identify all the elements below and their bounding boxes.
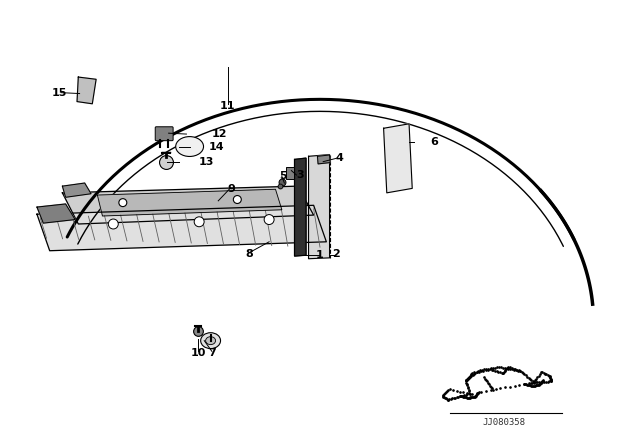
Text: 5: 5 <box>279 172 287 181</box>
Text: 3: 3 <box>296 170 303 180</box>
Circle shape <box>234 195 241 203</box>
Polygon shape <box>77 77 96 104</box>
Text: JJ080358: JJ080358 <box>483 418 526 426</box>
Circle shape <box>194 217 204 227</box>
Text: 2: 2 <box>332 249 340 259</box>
Polygon shape <box>63 186 314 224</box>
Text: 15: 15 <box>52 88 67 98</box>
Text: 4: 4 <box>335 153 343 163</box>
Text: 9: 9 <box>227 184 235 194</box>
Bar <box>286 167 294 179</box>
Polygon shape <box>37 205 326 251</box>
Ellipse shape <box>205 337 216 345</box>
Polygon shape <box>317 155 330 164</box>
Ellipse shape <box>176 137 204 156</box>
Polygon shape <box>383 124 412 193</box>
FancyBboxPatch shape <box>156 127 173 141</box>
Polygon shape <box>37 204 75 223</box>
Polygon shape <box>63 183 91 197</box>
Polygon shape <box>308 155 330 259</box>
Text: 11: 11 <box>220 100 236 111</box>
Circle shape <box>108 219 118 229</box>
Polygon shape <box>294 158 306 256</box>
Circle shape <box>264 215 274 224</box>
Text: 6: 6 <box>431 137 438 147</box>
Text: 14: 14 <box>209 142 225 151</box>
Text: 10: 10 <box>190 348 205 358</box>
Circle shape <box>119 198 127 207</box>
Text: 13: 13 <box>199 157 214 167</box>
Text: 8: 8 <box>245 249 253 259</box>
Text: 7: 7 <box>208 348 216 358</box>
Text: 12: 12 <box>212 129 227 139</box>
Polygon shape <box>97 189 282 216</box>
Text: 1: 1 <box>316 250 324 260</box>
Ellipse shape <box>201 333 221 349</box>
